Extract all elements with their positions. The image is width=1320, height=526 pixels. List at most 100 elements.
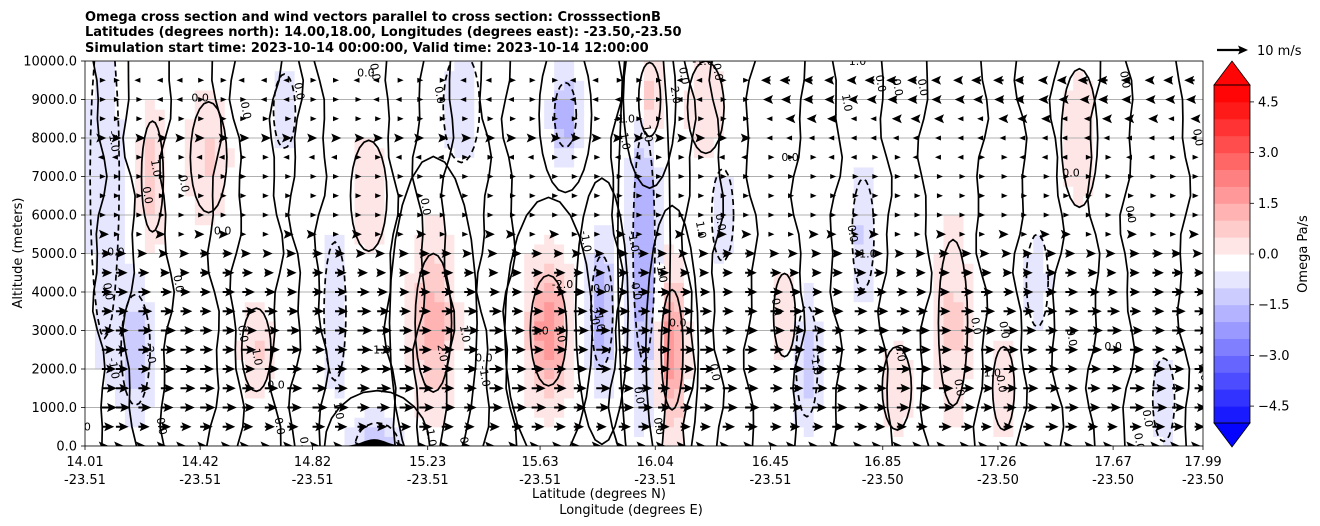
omega-cell <box>1103 224 1114 235</box>
wind-vector <box>399 422 412 432</box>
omega-cell <box>294 311 306 322</box>
wind-vector-head <box>875 422 886 432</box>
omega-cell <box>454 176 465 187</box>
wind-vector <box>333 441 344 446</box>
omega-cell <box>294 388 306 399</box>
omega-cell <box>673 320 685 332</box>
omega-cell <box>644 378 655 389</box>
omega-cell <box>634 320 645 332</box>
omega-cell <box>1143 157 1154 168</box>
omega-cell <box>913 388 925 399</box>
omega-cell <box>1073 70 1084 81</box>
wind-vector-head <box>749 403 760 412</box>
omega-cell <box>703 407 715 418</box>
omega-cell <box>584 253 595 264</box>
omega-cell <box>1033 157 1044 168</box>
omega-cell <box>1123 320 1134 332</box>
omega-cell <box>474 166 485 178</box>
omega-cell <box>783 128 795 139</box>
omega-cell <box>214 282 226 293</box>
omega-cell <box>933 359 945 370</box>
omega-cell <box>1143 320 1154 332</box>
omega-cell <box>204 205 216 216</box>
omega-cell <box>1043 311 1054 322</box>
omega-cell <box>1043 61 1054 72</box>
omega-cell <box>1163 397 1174 409</box>
omega-cell <box>104 378 116 389</box>
omega-cell <box>194 128 206 139</box>
omega-cell <box>484 80 495 91</box>
omega-cell <box>743 292 755 303</box>
wind-vector-head <box>576 403 587 412</box>
omega-cell <box>753 186 765 197</box>
omega-cell <box>973 128 984 139</box>
omega-cell <box>903 61 915 72</box>
omega-cell <box>1033 436 1044 446</box>
omega-cell <box>1193 80 1203 91</box>
wind-vector-head <box>466 403 477 412</box>
omega-cell <box>564 195 575 206</box>
omega-cell <box>1123 157 1134 168</box>
omega-cell <box>394 253 406 264</box>
omega-cell <box>484 157 495 168</box>
omega-contour <box>772 272 797 358</box>
omega-cell <box>1133 436 1144 446</box>
omega-cell <box>254 234 266 245</box>
omega-cell <box>104 330 116 341</box>
omega-cell <box>1123 253 1134 264</box>
omega-cell <box>1113 292 1124 303</box>
omega-cell <box>504 234 515 245</box>
omega-cell <box>624 89 635 101</box>
omega-cell <box>1013 340 1024 351</box>
omega-cell <box>554 234 565 245</box>
omega-cell <box>653 388 665 399</box>
omega-cell <box>923 436 935 446</box>
omega-cell <box>234 89 246 101</box>
omega-cell <box>254 359 266 370</box>
omega-cell <box>853 80 865 91</box>
wind-vector-head <box>205 403 216 412</box>
omega-cell <box>314 234 326 245</box>
omega-cell <box>903 195 915 206</box>
omega-cell <box>663 397 675 409</box>
omega-cell <box>863 311 875 322</box>
omega-cell <box>773 397 785 409</box>
omega-cell <box>154 359 166 370</box>
omega-cell <box>434 407 445 418</box>
omega-cell <box>544 272 555 283</box>
wind-vector <box>531 422 545 432</box>
omega-cell <box>374 166 386 178</box>
omega-cell <box>683 109 695 120</box>
omega-cell <box>504 215 515 226</box>
omega-cell <box>424 292 435 303</box>
omega-cell <box>793 186 805 197</box>
omega-cell <box>364 378 376 389</box>
omega-contour <box>268 61 285 446</box>
omega-cell <box>464 215 475 226</box>
omega-cell <box>194 388 206 399</box>
omega-cell <box>604 234 615 245</box>
omega-cell <box>224 186 236 197</box>
omega-cell <box>454 138 465 149</box>
omega-cell <box>763 118 775 129</box>
omega-cell <box>1053 176 1064 187</box>
omega-cell <box>763 99 775 110</box>
omega-cell <box>404 330 416 341</box>
omega-cell <box>1133 301 1144 312</box>
omega-cell <box>773 436 785 446</box>
omega-cell <box>743 426 755 437</box>
omega-cell <box>1163 205 1174 216</box>
omega-cell <box>554 301 565 312</box>
omega-cell <box>194 253 206 264</box>
omega-cell <box>194 186 206 197</box>
omega-cell <box>743 436 755 446</box>
omega-cell <box>1193 61 1203 72</box>
omega-cell <box>474 70 485 81</box>
omega-cell <box>813 109 825 120</box>
omega-cell <box>1093 147 1104 158</box>
omega-cell <box>923 186 935 197</box>
omega-cell <box>474 311 485 322</box>
omega-cell <box>624 407 635 418</box>
omega-cell <box>484 340 495 351</box>
omega-cell <box>604 128 615 139</box>
